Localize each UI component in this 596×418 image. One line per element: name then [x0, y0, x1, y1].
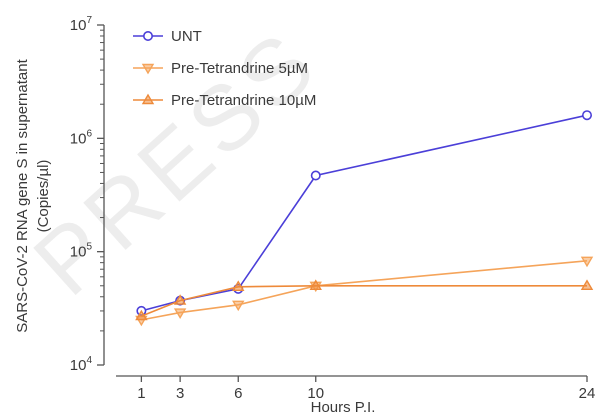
series-line: [141, 285, 587, 317]
data-point: [310, 170, 321, 181]
y-axis-title-line-2: (Copies/µl): [35, 160, 52, 233]
x-tick-label: 6: [234, 385, 242, 402]
watermark: PRESS: [15, 10, 337, 315]
legend-item: UNT: [133, 28, 202, 45]
data-point: [580, 279, 594, 290]
legend-label: Pre-Tetrandrine 5µM: [171, 60, 308, 77]
series-layer: [135, 110, 594, 327]
legend-label: Pre-Tetrandrine 10µM: [171, 92, 316, 109]
x-tick-label: 10: [307, 385, 324, 402]
x-axis-title: Hours P.I.: [311, 399, 376, 416]
series-2: [135, 256, 594, 327]
y-tick-label: 106: [70, 128, 93, 147]
x-tick-label: 3: [176, 385, 184, 402]
series-line: [141, 260, 588, 321]
legend-marker: [141, 93, 155, 105]
axes: 104 105 106 107 1 3 6 10 24: [70, 15, 596, 402]
data-point: [232, 300, 245, 312]
data-point: [581, 110, 592, 121]
data-point: [232, 280, 245, 291]
x-tick-label: 24: [579, 385, 596, 402]
legend-label: UNT: [171, 28, 202, 45]
data-point: [135, 309, 148, 321]
legend-item: Pre-Tetrandrine 10µM: [133, 92, 316, 109]
y-tick-label: 104: [70, 355, 93, 374]
legend-item: Pre-Tetrandrine 5µM: [133, 60, 308, 77]
y-tick-label: 105: [70, 242, 93, 261]
x-tick-label: 1: [137, 385, 145, 402]
series-3: [135, 279, 594, 321]
data-point: [173, 308, 187, 319]
data-point: [173, 294, 187, 305]
data-point: [309, 279, 322, 290]
data-point: [580, 256, 594, 268]
legend-marker: [141, 63, 155, 75]
legend: UNT Pre-Tetrandrine 5µM Pre-Tetrandrine 10…: [133, 28, 316, 109]
y-axis-title-line-1: SARS-CoV-2 RNA gene S in supernatant: [14, 58, 31, 332]
legend-marker: [143, 30, 154, 41]
y-tick-label: 107: [70, 15, 93, 34]
